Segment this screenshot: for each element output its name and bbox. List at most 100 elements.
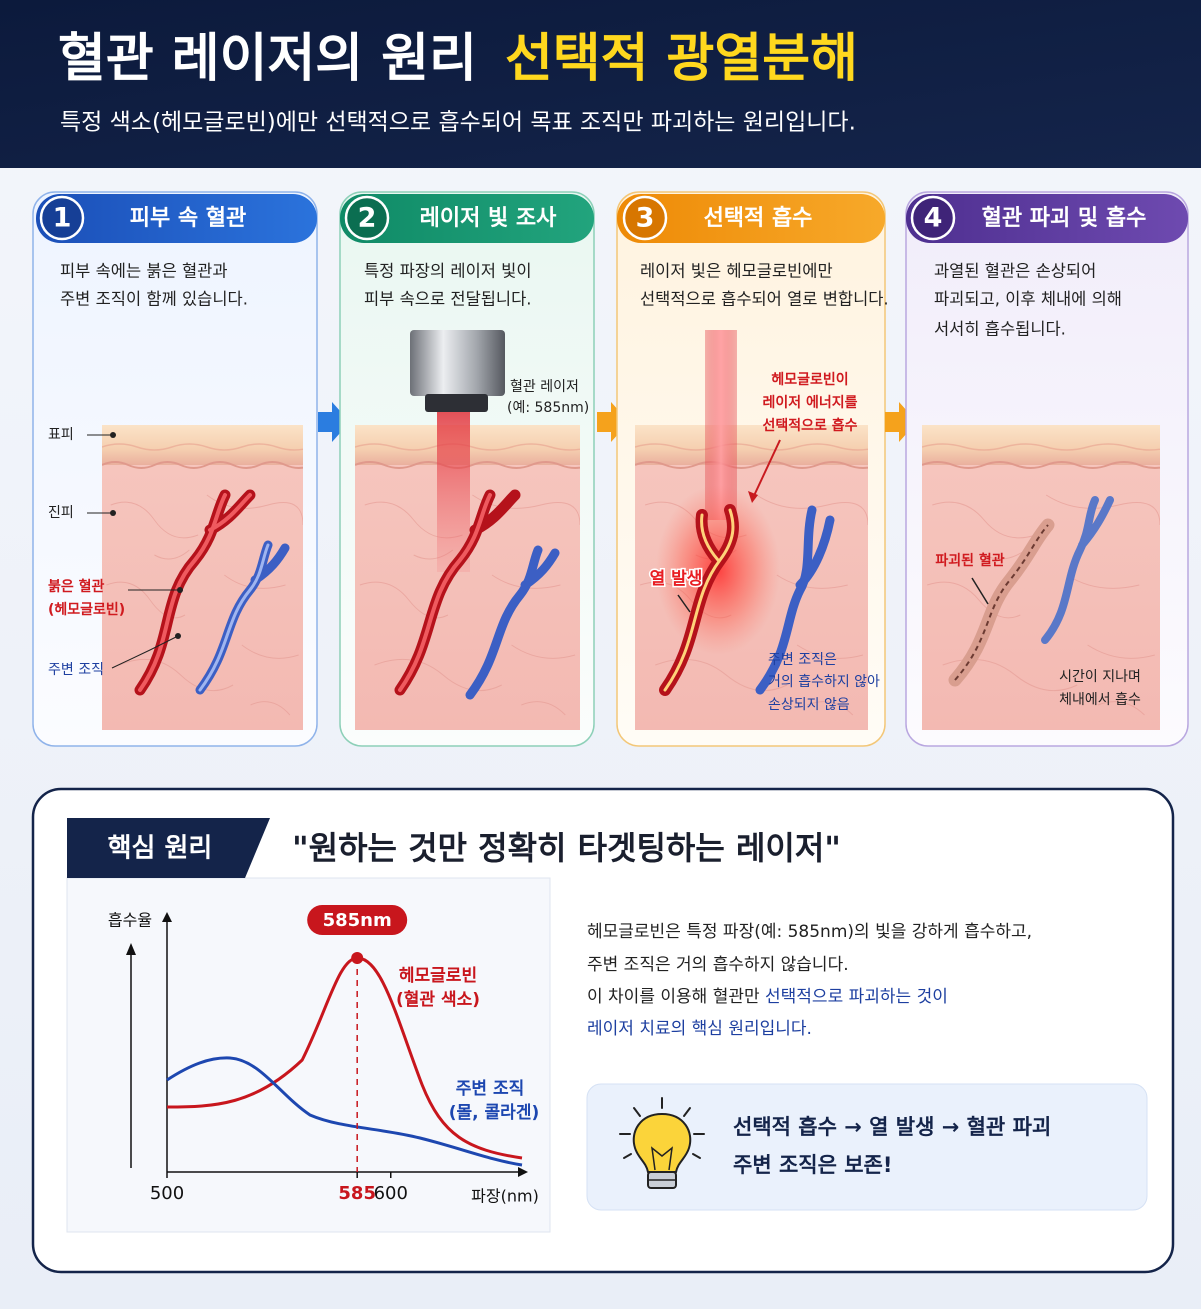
tissue-curve <box>166 1056 523 1167</box>
laser-device <box>410 330 505 396</box>
flow-arrow <box>885 402 917 442</box>
y-axis-label: 흡수율 <box>108 911 152 930</box>
x-tick-label: 500 <box>150 1183 184 1204</box>
bulb-icon <box>619 1097 705 1189</box>
blue-vessel <box>465 545 560 700</box>
step-title: 혈관 파괴 및 흡수 <box>982 206 1147 231</box>
card-header <box>340 194 594 243</box>
explanation: 헤모글로빈은 특정 파장(예: 585nm)의 빛을 강하게 흡수하고, <box>587 922 1032 942</box>
blue-vessel-highlight <box>198 543 270 692</box>
subtitle: 특정 색소(헤모글로빈)에만 선택적으로 흡수되어 목표 조직만 파괴하는 원리… <box>60 110 856 136</box>
summary: 선택적 흡수 → 열 발생 → 혈관 파괴 <box>733 1115 1051 1139</box>
callout: 체내에서 흡수 <box>1059 692 1141 708</box>
explanation-highlight: 선택적으로 파괴하는 것이 <box>765 987 948 1007</box>
blue-vessel <box>755 505 835 695</box>
callout: 레이저 에너지를 <box>762 394 857 411</box>
title-highlight: 선택적 광열분해 <box>505 29 858 89</box>
leader-dot <box>110 510 116 516</box>
step-number: 4 <box>924 203 943 234</box>
peak-label: 585nm <box>323 910 392 931</box>
step-description: 선택적으로 흡수되어 열로 변합니다. <box>640 290 889 309</box>
title: 혈관 레이저의 원리 선택적 광열분해 <box>58 29 858 89</box>
decoration <box>619 1097 705 1159</box>
callout: 선택적으로 흡수 <box>762 417 857 434</box>
step-description: 특정 파장의 레이저 빛이 <box>364 262 532 281</box>
step-description: 피부 속에는 붉은 혈관과 <box>60 262 228 281</box>
callout: 진피 <box>48 505 74 521</box>
x-tick-label: 585 <box>338 1183 376 1204</box>
leader-dot <box>175 633 181 639</box>
decoration <box>692 1153 701 1159</box>
step-description: 레이저 빛은 헤모글로빈에만 <box>640 262 833 281</box>
callout: 주변 조직 <box>48 662 104 678</box>
step-description: 주변 조직이 함께 있습니다. <box>60 290 248 309</box>
leader-dot <box>177 587 183 593</box>
title-main: 혈관 레이저의 원리 <box>58 29 477 89</box>
red-vessel-highlight <box>398 493 492 692</box>
card-header <box>36 194 317 243</box>
axis-arrow <box>162 912 172 922</box>
callout: 붉은 혈관 <box>48 578 105 595</box>
peak-dot <box>351 952 364 964</box>
decoration <box>633 1107 641 1117</box>
absorption-graph: 흡수율 파장(nm) 헤모글로빈 (혈관 색소) 주변 조직 (몰, 콜라겐) … <box>108 905 539 1206</box>
step-description: 피부 속으로 전달됩니다. <box>364 290 532 309</box>
legend-label: 주변 조직 <box>456 1079 524 1099</box>
step-number: 1 <box>53 203 72 234</box>
leader <box>111 635 179 669</box>
step-number: 3 <box>636 203 655 234</box>
destroyed-vessel-outline <box>954 524 1049 681</box>
legend-label: 헤모글로빈 <box>399 966 477 986</box>
axis-arrow <box>518 1167 528 1177</box>
quote: "원하는 것만 정확히 타겟팅하는 레이저" <box>292 829 841 867</box>
flow-arrow <box>318 402 350 442</box>
card-header <box>617 194 885 243</box>
graph-box <box>66 877 551 1233</box>
callout: 주변 조직은 <box>768 652 837 668</box>
x-axis-label: 파장(nm) <box>471 1187 539 1206</box>
callout: 혈관 레이저 <box>510 379 579 395</box>
explanation-part: 이 차이를 이용해 혈관만 <box>587 987 765 1007</box>
leader <box>751 439 781 501</box>
decoration <box>623 1153 632 1159</box>
leader-dot <box>110 432 116 438</box>
callout: 거의 흡수하지 않아 <box>768 674 880 690</box>
step-badge <box>622 195 668 241</box>
red-vessel-hot <box>663 508 735 692</box>
step-badge <box>344 195 390 241</box>
explanation: 레이저 치료의 핵심 원리입니다. <box>587 1019 812 1039</box>
decoration <box>651 1146 673 1171</box>
axis-arrow <box>126 943 136 955</box>
red-vessel-highlight <box>138 493 252 692</box>
summary: 주변 조직은 보존! <box>733 1153 892 1177</box>
callout: 손상되지 않음 <box>768 697 850 713</box>
legend-label: (혈관 색소) <box>396 989 480 1010</box>
tab <box>67 818 270 878</box>
step-title: 선택적 흡수 <box>704 206 813 231</box>
tab-label: 핵심 원리 <box>108 834 213 864</box>
callout: 열 발생 <box>650 569 703 589</box>
step-number: 2 <box>358 203 377 234</box>
flow-arrow <box>597 402 629 442</box>
leader <box>677 594 691 613</box>
callout: (헤모글로빈) <box>48 602 125 618</box>
laser-nozzle <box>425 394 488 412</box>
step-description: 과열된 혈관은 손상되어 <box>934 262 1096 281</box>
card-header <box>906 194 1188 243</box>
step-description: 서서히 흡수됩니다. <box>934 320 1066 339</box>
step-badge <box>39 195 85 241</box>
step-badge <box>910 195 956 241</box>
step-title: 피부 속 혈관 <box>130 206 247 231</box>
peak-badge <box>307 905 408 935</box>
step-description: 파괴되고, 이후 체내에 의해 <box>934 290 1122 309</box>
callout: (예: 585nm) <box>507 400 589 416</box>
summary-box <box>586 1083 1148 1211</box>
explanation: 주변 조직은 거의 흡수하지 않습니다. <box>587 955 849 975</box>
callout: 파괴된 혈관 <box>935 552 1004 569</box>
x-tick-label: 600 <box>374 1183 408 1204</box>
callout: 시간이 지나며 <box>1059 669 1141 685</box>
explanation: 이 차이를 이용해 혈관만 선택적으로 파괴하는 것이 <box>587 987 948 1007</box>
step-title: 레이저 빛 조사 <box>420 206 558 231</box>
